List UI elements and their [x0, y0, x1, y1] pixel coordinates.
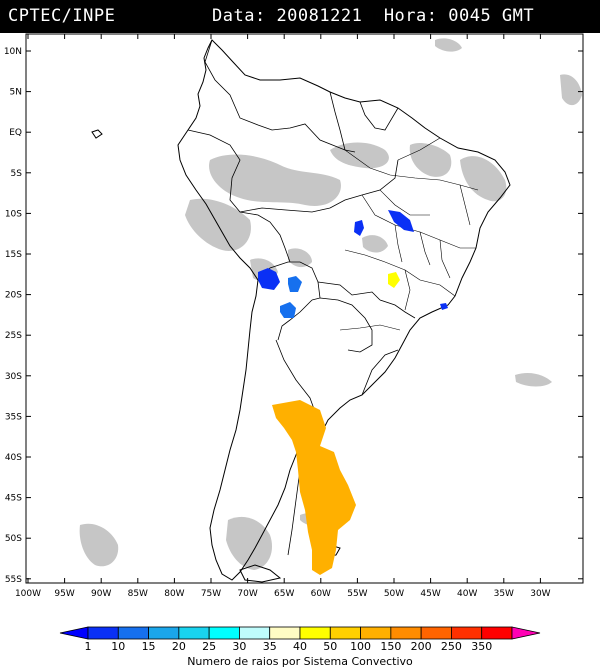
lon-label-85w: 85W	[128, 589, 148, 599]
colorbar-swatch	[451, 626, 483, 640]
lat-label-5s: 5S	[11, 169, 23, 179]
country-borders	[187, 39, 416, 556]
colorbar-swatch	[360, 626, 392, 640]
lon-label-35w: 35W	[494, 589, 514, 599]
cluster-goias	[388, 272, 400, 288]
time-value: 0045 GMT	[448, 6, 535, 26]
colorbar-tick-350: 350	[471, 640, 492, 653]
colorbar-swatch	[208, 626, 240, 640]
colorbar-tick-40: 40	[293, 640, 307, 653]
colorbar-tick-150: 150	[380, 640, 401, 653]
colorbar-swatch	[390, 626, 422, 640]
colorbar	[59, 626, 541, 640]
colorbar-tick-labels: 1 10 15 20 25 30 35 40 50 100 150 200 250 350	[85, 640, 493, 653]
colorbar-title: Numero de raios por Sistema Convectivo	[187, 655, 413, 668]
lon-label-100w: 100W	[15, 589, 41, 599]
colorbar-swatch	[239, 626, 271, 640]
lat-label-45s: 45S	[5, 494, 22, 504]
map-header: CPTEC/INPE Data: 20081221 Hora: 0045 GMT	[0, 0, 600, 33]
cluster-tocantins	[388, 210, 414, 232]
date-label: Data:	[212, 6, 266, 26]
colorbar-tick-1: 1	[85, 640, 92, 653]
colorbar-left-arrow	[59, 626, 89, 640]
state-borders	[339, 137, 479, 331]
lon-label-80w: 80W	[164, 589, 184, 599]
colorbar-tick-100: 100	[350, 640, 371, 653]
colorbar-tick-10: 10	[111, 640, 125, 653]
lat-label-35s: 35S	[5, 412, 22, 422]
colorbar-tick-35: 35	[263, 640, 277, 653]
lon-label-70w: 70W	[237, 589, 257, 599]
lat-label-5n: 5N	[10, 88, 22, 98]
lon-label-55w: 55W	[347, 589, 367, 599]
colorbar-tick-200: 200	[411, 640, 432, 653]
cluster-paraguay	[280, 302, 296, 318]
lon-label-65w: 65W	[274, 589, 294, 599]
lat-label-25s: 25S	[5, 331, 22, 341]
lat-label-10n: 10N	[4, 47, 22, 57]
datetime-label: Data: 20081221 Hora: 0045 GMT	[212, 6, 534, 26]
latitude-labels: 10N 5N EQ 5S 10S 15S 20S 25S 30S 35S 40S 45S 50S 55S	[4, 47, 22, 585]
date-value: 20081221	[276, 6, 363, 26]
lat-label-10s: 10S	[5, 209, 22, 219]
colorbar-swatch	[269, 626, 301, 640]
lon-label-60w: 60W	[311, 589, 331, 599]
lon-label-50w: 50W	[384, 589, 404, 599]
colorbar-swatch	[87, 626, 119, 640]
lat-label-30s: 30S	[5, 372, 22, 382]
colorbar-swatch	[420, 626, 452, 640]
cluster-patagonia	[272, 400, 356, 575]
lightning-clusters	[258, 210, 448, 575]
lat-label-50s: 50S	[5, 534, 22, 544]
time-label: Hora:	[383, 6, 438, 26]
colorbar-tick-20: 20	[172, 640, 186, 653]
lon-label-45w: 45W	[420, 589, 440, 599]
lat-label-40s: 40S	[5, 453, 22, 463]
longitude-labels: 100W 95W 90W 85W 80W 75W 70W 65W 60W 55W 50W 45W 40W…	[15, 589, 551, 599]
colorbar-swatch	[148, 626, 180, 640]
lat-label-55s: 55S	[5, 575, 22, 585]
lat-label-eq: EQ	[9, 128, 22, 138]
colorbar-swatch	[329, 626, 361, 640]
lat-label-20s: 20S	[5, 291, 22, 301]
lon-label-95w: 95W	[54, 589, 74, 599]
colorbar-tick-15: 15	[142, 640, 156, 653]
colorbar-tick-30: 30	[232, 640, 246, 653]
source-label: CPTEC/INPE	[8, 6, 116, 26]
colorbar-tick-50: 50	[323, 640, 337, 653]
colorbar-tick-250: 250	[441, 640, 462, 653]
lon-label-40w: 40W	[457, 589, 477, 599]
lat-label-15s: 15S	[5, 250, 22, 260]
lon-label-30w: 30W	[530, 589, 550, 599]
colorbar-right-arrow	[511, 626, 541, 640]
cluster-sao-paulo	[440, 303, 448, 310]
lon-label-75w: 75W	[201, 589, 221, 599]
lon-label-90w: 90W	[91, 589, 111, 599]
colorbar-swatch	[481, 626, 513, 640]
cluster-chaco	[288, 276, 302, 292]
colorbar-swatch	[117, 626, 149, 640]
colorbar-swatch	[299, 626, 331, 640]
cluster-bolivia	[258, 268, 280, 290]
cluster-mato-grosso	[354, 220, 364, 236]
axis-ticks	[26, 34, 583, 583]
colorbar-tick-25: 25	[202, 640, 216, 653]
colorbar-swatch	[178, 626, 210, 640]
